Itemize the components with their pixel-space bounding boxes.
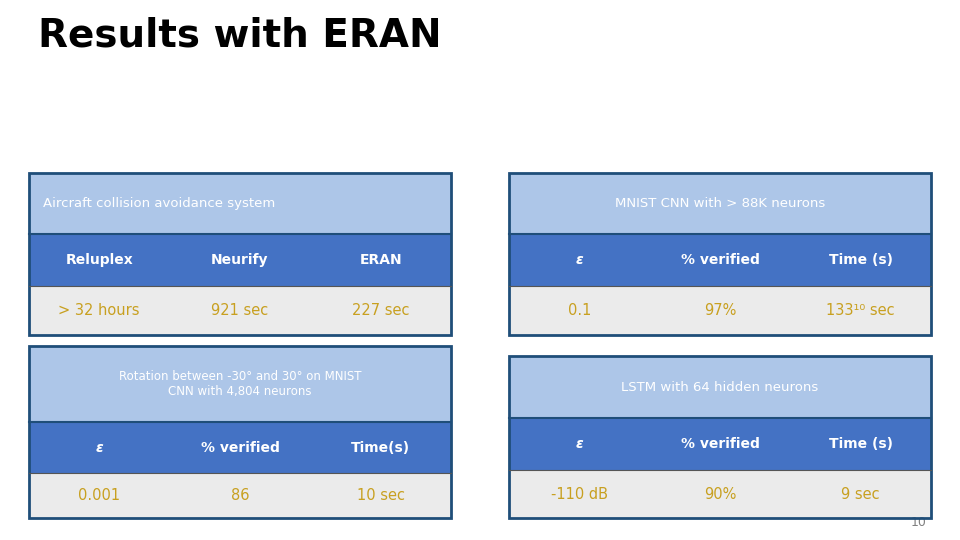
Text: 921 sec: 921 sec [211,303,269,318]
Text: % verified: % verified [201,441,279,455]
Text: 133¹⁰ sec: 133¹⁰ sec [827,303,895,318]
Text: 10 sec: 10 sec [357,489,405,503]
Text: Results with ERAN: Results with ERAN [38,16,442,54]
Text: ERAN: ERAN [359,253,402,267]
Text: % verified: % verified [681,437,759,451]
Text: 0.001: 0.001 [78,489,120,503]
Text: % verified: % verified [681,253,759,267]
Text: 227 sec: 227 sec [352,303,410,318]
Text: Neurify: Neurify [211,253,269,267]
FancyBboxPatch shape [509,234,931,286]
Text: 97%: 97% [704,303,736,318]
FancyBboxPatch shape [509,286,931,335]
Text: 90%: 90% [704,487,736,502]
Text: ε: ε [575,437,583,451]
FancyBboxPatch shape [29,234,451,286]
FancyBboxPatch shape [509,356,931,418]
Text: Time (s): Time (s) [828,437,893,451]
Text: LSTM with 64 hidden neurons: LSTM with 64 hidden neurons [621,381,819,394]
Text: 86: 86 [230,489,250,503]
Text: Aircraft collision avoidance system: Aircraft collision avoidance system [43,197,276,210]
Text: Time(s): Time(s) [351,441,410,455]
FancyBboxPatch shape [29,474,451,518]
Text: Reluplex: Reluplex [65,253,133,267]
FancyBboxPatch shape [29,286,451,335]
FancyBboxPatch shape [509,173,931,234]
FancyBboxPatch shape [29,173,451,234]
Text: Time (s): Time (s) [828,253,893,267]
Text: ε: ε [575,253,583,267]
Text: ε: ε [95,441,103,455]
Text: 10: 10 [910,516,926,529]
FancyBboxPatch shape [29,346,451,422]
Text: Rotation between -30° and 30° on MNIST
CNN with 4,804 neurons: Rotation between -30° and 30° on MNIST C… [119,369,361,397]
Text: MNIST CNN with > 88K neurons: MNIST CNN with > 88K neurons [614,197,826,210]
Text: 9 sec: 9 sec [842,487,880,502]
Text: -110 dB: -110 dB [551,487,608,502]
Text: > 32 hours: > 32 hours [59,303,140,318]
FancyBboxPatch shape [29,422,451,474]
FancyBboxPatch shape [509,470,931,518]
Text: 0.1: 0.1 [567,303,591,318]
FancyBboxPatch shape [509,418,931,470]
